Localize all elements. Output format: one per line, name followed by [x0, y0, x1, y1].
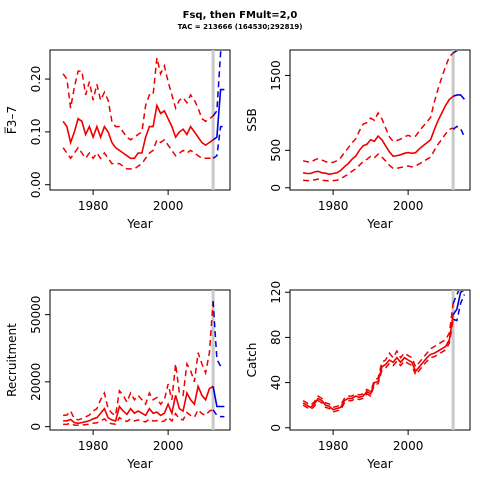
x-tick-label: 2000 — [393, 199, 424, 213]
y-tick-label: 40 — [269, 375, 283, 390]
x-tick-label: 1980 — [78, 439, 109, 453]
y-tick-label: 1500 — [269, 60, 283, 91]
panel-ssb: 1980 2000 0 500 1500 Year SSB — [245, 49, 471, 231]
projection-median-line — [212, 88, 225, 141]
x-tick-label: 1980 — [318, 199, 349, 213]
history-median-line — [62, 102, 214, 160]
x-axis-label: Year — [366, 217, 392, 231]
projection-lower-line — [452, 125, 466, 138]
projection-lower-line — [212, 409, 225, 418]
projection-upper-line — [452, 51, 459, 54]
history-median-line — [63, 383, 214, 425]
y-tick-label: 0 — [269, 424, 283, 432]
x-axis-label: Year — [126, 217, 152, 231]
series-group — [63, 301, 225, 427]
history-upper-line — [63, 301, 214, 421]
history-lower-line — [62, 138, 214, 170]
panel-catch: 1980 2000 0 40 80 120 Year Catch — [245, 281, 471, 471]
projection-upper-line — [212, 51, 222, 117]
x-tick-label: 2000 — [393, 439, 424, 453]
x-tick-label: 2000 — [153, 199, 184, 213]
x-axis-label: Year — [126, 457, 152, 471]
y-tick-label: 0.10 — [29, 119, 43, 146]
plot-frame — [49, 289, 231, 431]
figure-subtitle: TAC = 213666 (164530;292819) — [177, 23, 303, 31]
history-median-line — [302, 95, 454, 176]
projection-lower-line — [452, 294, 466, 322]
plot-frame — [49, 49, 231, 191]
y-tick-label: 120 — [269, 281, 283, 304]
y-tick-label: 0 — [269, 184, 283, 192]
y-axis-label: Recruitment — [5, 323, 19, 397]
y-axis-label: SSB — [245, 108, 259, 131]
x-tick-label: 1980 — [78, 199, 109, 213]
projection-median-line — [452, 94, 466, 100]
history-upper-line — [302, 303, 454, 409]
x-axis-label: Year — [366, 457, 392, 471]
y-tick-label: 50000 — [29, 296, 43, 334]
series-group — [302, 291, 466, 413]
history-lower-line — [302, 319, 454, 413]
history-upper-line — [302, 52, 454, 164]
x-tick-label: 2000 — [153, 439, 184, 453]
projection-upper-line — [212, 301, 225, 367]
projection-lower-line — [212, 125, 225, 159]
y-tick-label: 80 — [269, 330, 283, 345]
y-tick-label: 0 — [29, 423, 43, 431]
y-tick-label: 0.00 — [29, 171, 43, 198]
history-median-line — [302, 314, 454, 411]
y-tick-label: 20000 — [29, 363, 43, 401]
y-tick-label: 0.20 — [29, 66, 43, 93]
y-tick-label: 500 — [269, 139, 283, 162]
plot-frame — [289, 289, 471, 431]
history-lower-line — [303, 127, 454, 182]
figure-title: Fsq, then FMult=2,0 — [182, 10, 298, 21]
series-group — [62, 51, 225, 170]
history-upper-line — [62, 57, 214, 141]
projection-median-line — [212, 386, 225, 408]
x-tick-label: 1980 — [318, 439, 349, 453]
y-axis-label: F̅3–7 — [4, 106, 19, 134]
plot-frame — [289, 49, 471, 191]
y-axis-label: Catch — [245, 343, 259, 378]
projection-median-line — [452, 291, 465, 316]
history-lower-line — [63, 408, 214, 427]
panel-fishing-mortality: 1980 2000 0.00 0.10 0.20 Year F̅3–7 — [4, 49, 231, 231]
projection-upper-line — [452, 291, 460, 304]
series-group — [302, 51, 466, 182]
